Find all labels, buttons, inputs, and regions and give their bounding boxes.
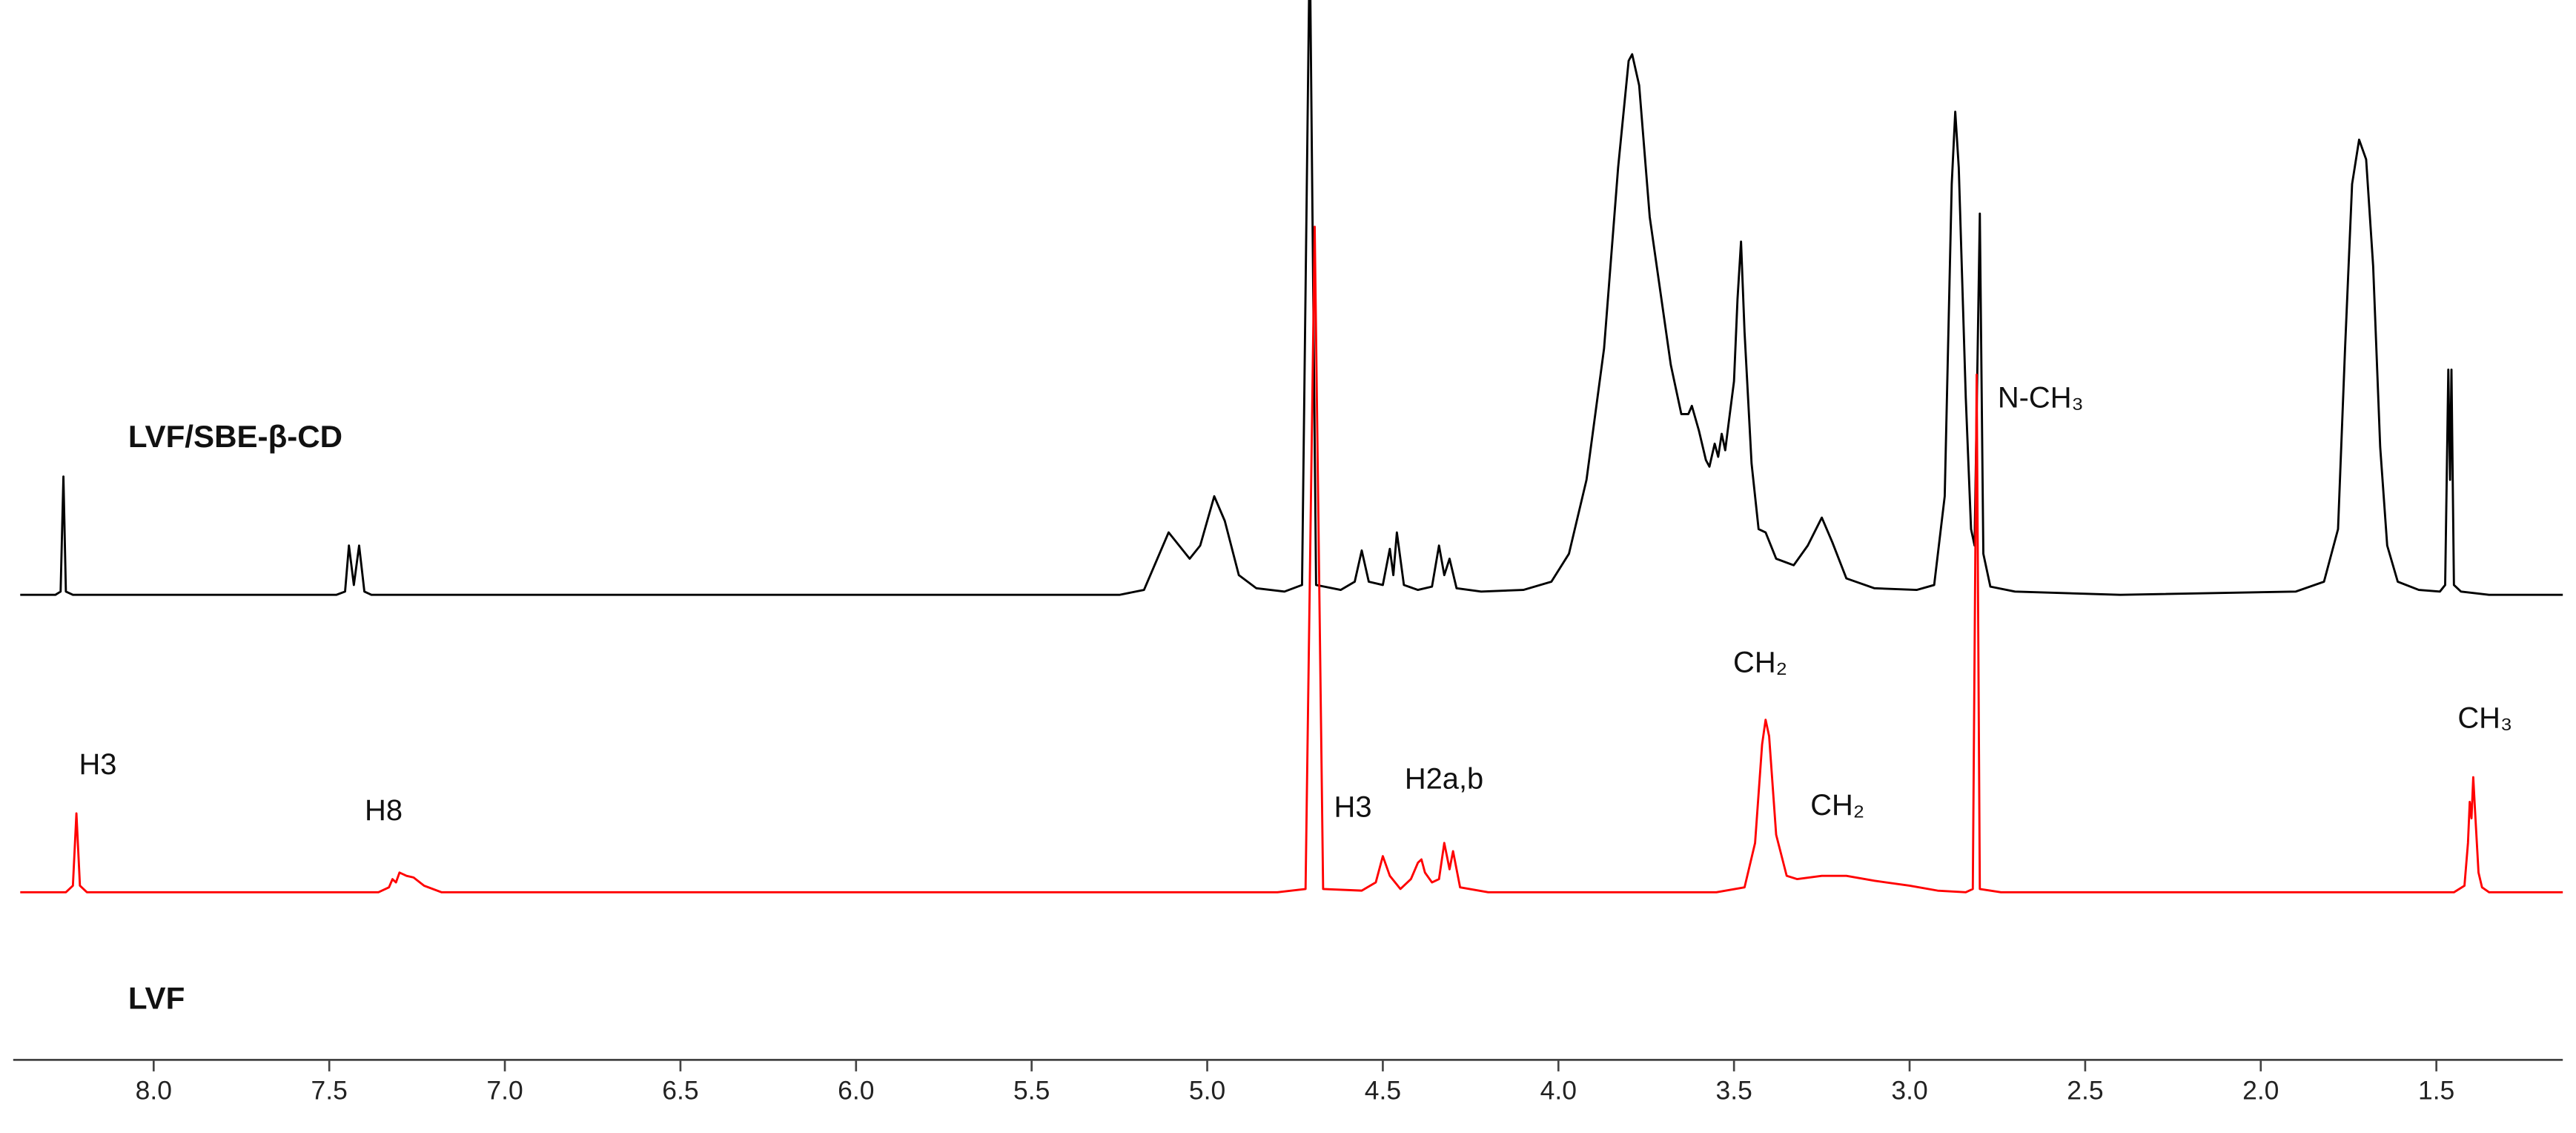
peak-annotation: CH₂ [1733, 646, 1787, 678]
x-tick-label: 3.0 [1891, 1076, 1927, 1106]
x-tick-label: 4.5 [1365, 1076, 1401, 1106]
peak-annotation: H2a,b [1405, 763, 1483, 796]
x-tick-label: 7.5 [311, 1076, 348, 1106]
x-tick-label: 3.5 [1716, 1076, 1752, 1106]
series-label: LVF [128, 981, 185, 1016]
x-tick-label: 5.0 [1189, 1076, 1225, 1106]
peak-annotation: CH₂ [1810, 789, 1864, 822]
x-tick-label: 6.0 [838, 1076, 874, 1106]
peak-annotation: H3 [79, 748, 116, 781]
series-label: LVF/SBE-β-CD [128, 419, 342, 454]
peak-annotation: H3 [1334, 790, 1372, 823]
x-tick-label: 1.5 [2418, 1076, 2454, 1106]
x-tick-label: 7.0 [486, 1076, 523, 1106]
x-tick-label: 6.5 [662, 1076, 698, 1106]
spectrum-line [20, 225, 2563, 893]
x-tick-label: 4.0 [1540, 1076, 1577, 1106]
peak-annotation: N-CH₃ [1998, 382, 2084, 414]
plot-area [20, 0, 2563, 893]
x-tick-label: 5.5 [1013, 1076, 1050, 1106]
peak-annotation: CH₃ [2457, 702, 2512, 735]
x-tick-label: 2.0 [2242, 1076, 2279, 1106]
spectrum-line [20, 0, 2563, 596]
x-tick-label: 2.5 [2067, 1076, 2103, 1106]
x-tick-label: 8.0 [136, 1076, 172, 1106]
peak-annotation: H8 [365, 794, 403, 827]
